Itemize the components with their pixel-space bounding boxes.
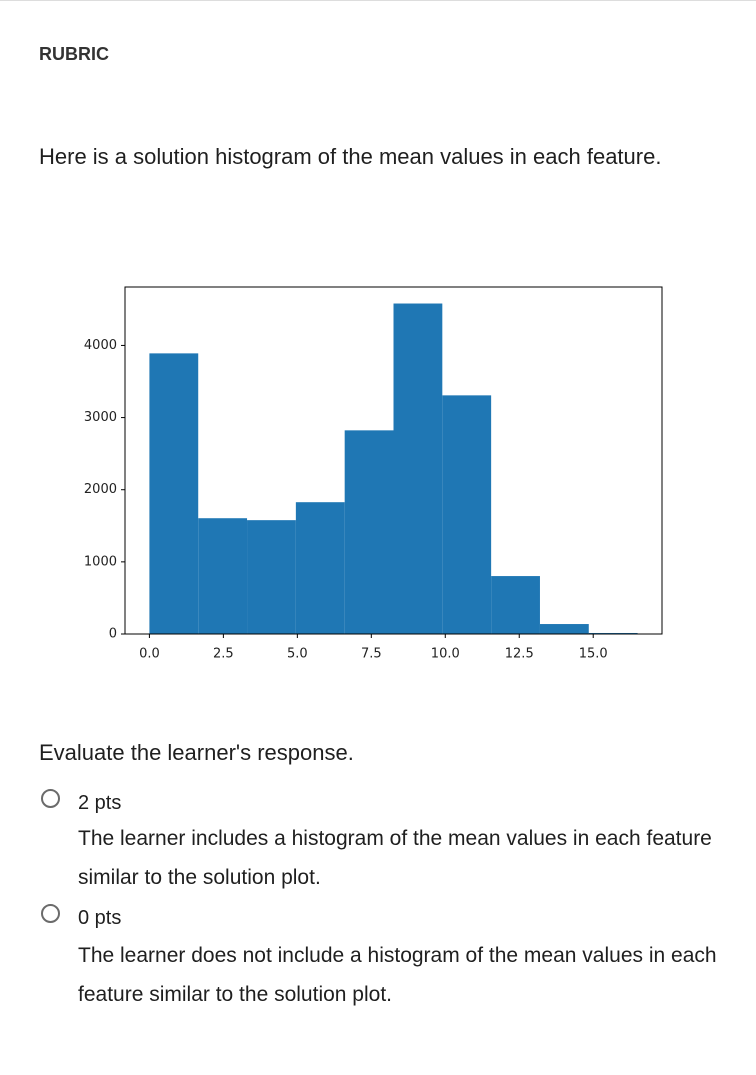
- x-tick-label: 12.5: [505, 647, 534, 662]
- y-tick-label: 4000: [84, 338, 117, 353]
- bar: [198, 518, 248, 634]
- section-title: RUBRIC: [39, 44, 109, 64]
- prompt-text: Here is a solution histogram of the mean…: [39, 144, 662, 169]
- x-tick-label: 10.0: [431, 647, 460, 662]
- divider: [0, 0, 756, 1]
- option-points: 0 pts: [78, 907, 122, 929]
- bar: [344, 430, 394, 634]
- bar: [393, 303, 443, 634]
- x-tick-label: 5.0: [287, 647, 308, 662]
- radio-button[interactable]: [41, 904, 60, 923]
- y-tick-label: 3000: [84, 410, 117, 425]
- bar: [491, 576, 540, 634]
- x-tick-label: 0.0: [139, 647, 160, 662]
- x-tick-label: 7.5: [361, 647, 382, 662]
- question-text: Evaluate the learner's response.: [39, 740, 354, 765]
- bar: [247, 520, 296, 634]
- option-points: 2 pts: [78, 792, 122, 814]
- x-tick-label: 2.5: [213, 647, 234, 662]
- bar: [539, 624, 589, 634]
- y-tick-label: 2000: [84, 482, 117, 497]
- y-tick-label: 0: [109, 627, 117, 642]
- bar: [295, 502, 345, 634]
- radio-button[interactable]: [41, 789, 60, 808]
- option-description: The learner includes a histogram of the …: [78, 827, 712, 889]
- axes-frame: [124, 286, 663, 635]
- x-tick-label: 15.0: [579, 647, 608, 662]
- chart: 0 1000 2000 3000 4000 0.0 2.5 5.0 7.5 10.0 12.5 15.…: [84, 286, 663, 662]
- bar: [588, 632, 638, 634]
- bar: [442, 395, 492, 634]
- option-description: The learner does not include a histogram…: [78, 944, 717, 1006]
- y-tick-label: 1000: [84, 554, 117, 569]
- bar: [149, 353, 199, 634]
